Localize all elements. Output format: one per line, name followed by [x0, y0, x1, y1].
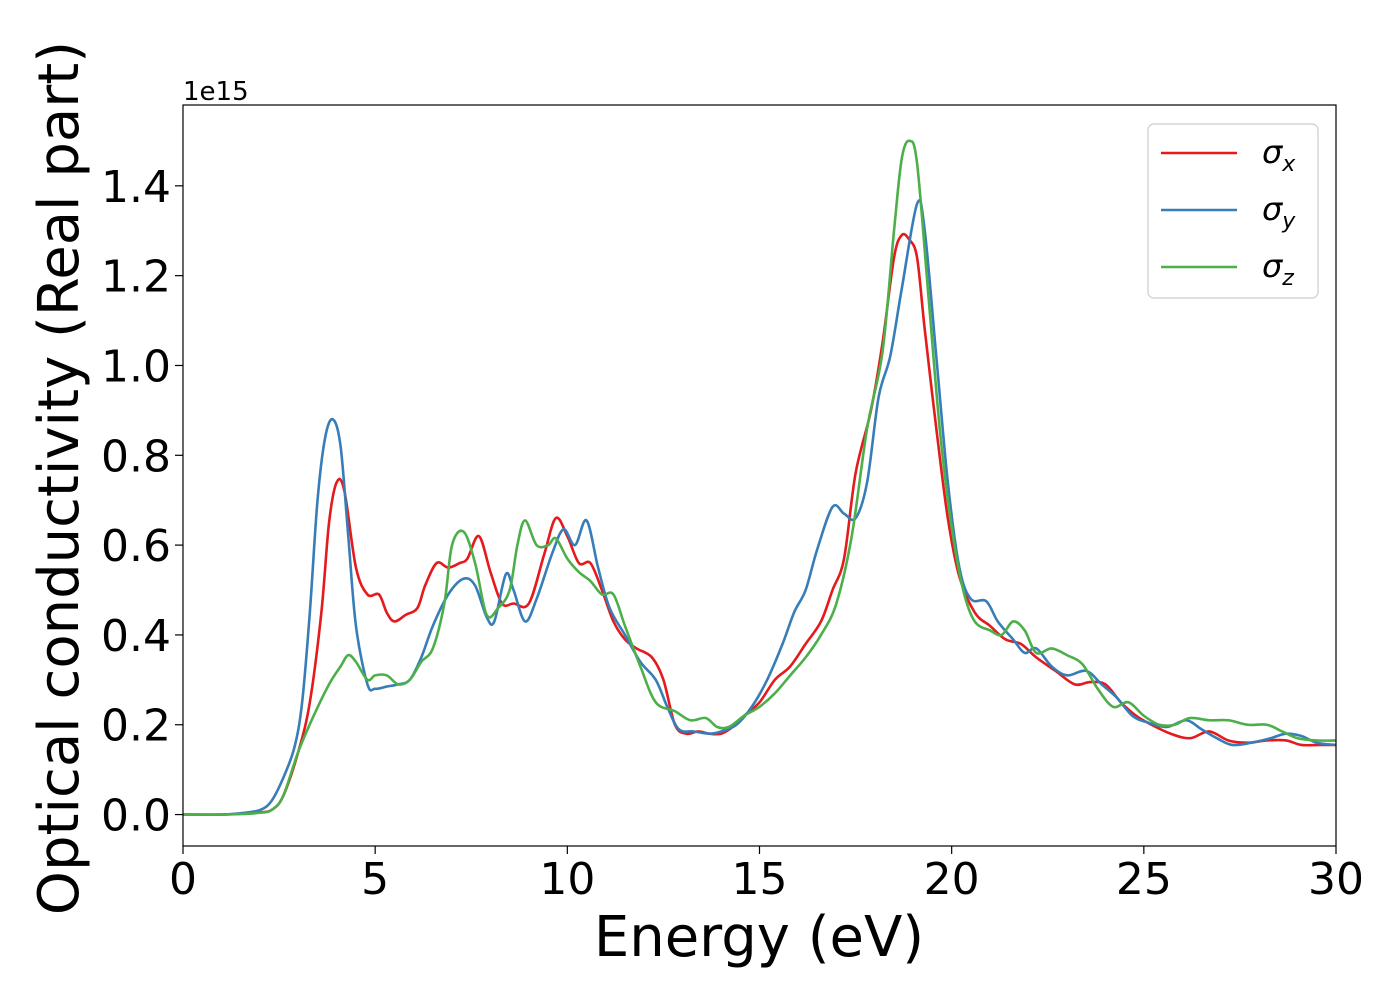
x-tick-label: 15: [732, 854, 788, 905]
legend-label-base: σ: [1262, 247, 1284, 285]
y-tick-label: 0.8: [101, 431, 171, 482]
legend-label-z: σz: [1262, 247, 1294, 291]
x-tick-label: 10: [539, 854, 595, 905]
x-axis-label: Energy (eV): [594, 905, 924, 970]
series-layer: [183, 139, 1336, 816]
legend-label-base: σ: [1262, 190, 1284, 228]
x-tick-label: 0: [169, 854, 197, 905]
x-tick-label: 20: [924, 854, 980, 905]
y-tick-label: 0.6: [101, 521, 171, 572]
y-tick-label: 1.0: [101, 341, 171, 392]
y-tick-label: 0.4: [101, 611, 171, 662]
legend-label-subscript: y: [1281, 209, 1296, 234]
y-axis: 0.0 0.2 0.4 0.6 0.8 1.0 1.2 1.4: [101, 162, 183, 842]
legend-label-base: σ: [1262, 133, 1284, 171]
legend-label-subscript: x: [1281, 152, 1296, 177]
y-tick-label: 0.2: [101, 701, 171, 752]
y-tick-label: 1.2: [101, 252, 171, 303]
x-tick-label: 30: [1308, 854, 1364, 905]
y-tick-label: 1.4: [101, 162, 171, 213]
legend-label-subscript: z: [1281, 266, 1294, 291]
x-axis: 0 5 10 15 20 25 30: [169, 846, 1364, 905]
legend-label-y: σy: [1262, 190, 1296, 234]
x-tick-label: 25: [1116, 854, 1172, 905]
series-line-z: [183, 139, 1336, 816]
x-tick-label: 5: [361, 854, 389, 905]
y-axis-label: Optical conductivity (Real part): [27, 41, 92, 915]
y-tick-label: 0.0: [101, 791, 171, 842]
y-offset-label: 1e15: [183, 77, 249, 107]
legend-label-x: σx: [1262, 133, 1296, 177]
